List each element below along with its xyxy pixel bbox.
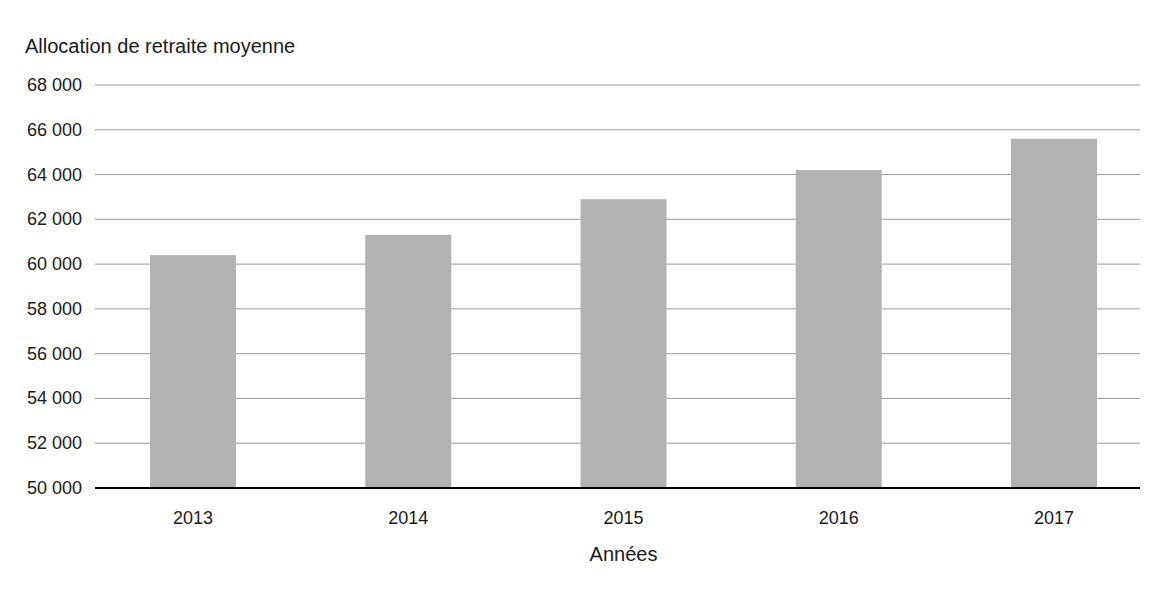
y-tick-label: 50 000 bbox=[27, 478, 82, 498]
y-tick-label: 66 000 bbox=[27, 120, 82, 140]
y-tick-label: 58 000 bbox=[27, 299, 82, 319]
y-tick-label: 54 000 bbox=[27, 388, 82, 408]
x-axis-title: Années bbox=[590, 543, 658, 565]
bars bbox=[150, 139, 1097, 488]
x-tick-label: 2013 bbox=[173, 508, 213, 528]
bar bbox=[581, 199, 667, 488]
grid-line bbox=[95, 174, 1140, 175]
y-tick-label: 56 000 bbox=[27, 344, 82, 364]
bar bbox=[150, 255, 236, 488]
bar bbox=[1011, 139, 1097, 488]
chart: 50 000 52 000 54 000 56 000 58 000 60 000 62 0… bbox=[0, 0, 1171, 593]
x-tick-label: 2016 bbox=[819, 508, 859, 528]
y-tick-label: 62 000 bbox=[27, 209, 82, 229]
bar bbox=[796, 170, 882, 488]
grid-line bbox=[95, 129, 1140, 130]
y-tick-label: 52 000 bbox=[27, 433, 82, 453]
x-tick-label: 2014 bbox=[388, 508, 428, 528]
y-tick-label: 68 000 bbox=[27, 75, 82, 95]
y-tick-label: 64 000 bbox=[27, 165, 82, 185]
grid bbox=[95, 85, 1140, 488]
x-tick-label: 2017 bbox=[1034, 508, 1074, 528]
grid-line bbox=[95, 85, 1140, 86]
bar bbox=[365, 235, 451, 488]
grid-line bbox=[95, 488, 1140, 489]
y-axis-title: Allocation de retraite moyenne bbox=[25, 35, 295, 57]
x-tick-label: 2015 bbox=[603, 508, 643, 528]
y-tick-label: 60 000 bbox=[27, 254, 82, 274]
x-axis-line bbox=[95, 487, 1140, 489]
